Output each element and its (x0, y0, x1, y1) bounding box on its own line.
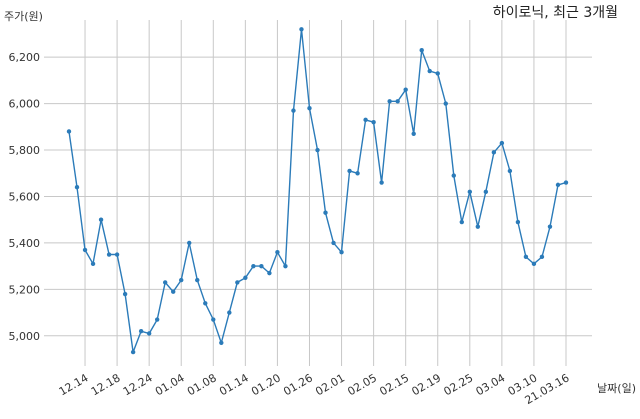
data-point (379, 180, 384, 185)
x-tick-label: 03.04 (474, 371, 508, 398)
x-tick-label: 12.24 (121, 371, 155, 398)
x-tick-label: 01.20 (249, 371, 283, 398)
data-point (82, 247, 88, 253)
x-axis-ticks: 12.1412.1812.2401.0401.0801.1401.2001.26… (57, 371, 572, 407)
data-point (74, 184, 80, 190)
data-point (307, 106, 312, 111)
data-point (90, 261, 96, 267)
data-point (435, 71, 440, 76)
data-point (491, 150, 497, 155)
data-point (427, 68, 432, 74)
y-tick-label: 6,200 (9, 51, 41, 64)
y-axis-label: 주가(원) (4, 10, 43, 23)
x-tick-label: 01.14 (217, 371, 251, 398)
data-point (235, 280, 240, 285)
y-tick-label: 5,800 (9, 144, 41, 157)
data-point (227, 310, 232, 315)
data-point (211, 317, 216, 322)
data-point (146, 331, 152, 336)
data-point (66, 129, 72, 134)
x-tick-label: 01.04 (153, 371, 187, 398)
data-point (363, 117, 368, 123)
data-point (459, 219, 464, 225)
data-point (507, 168, 513, 174)
data-point (563, 180, 569, 185)
data-point (171, 289, 176, 294)
data-point (395, 99, 400, 104)
grid-lines (44, 20, 592, 366)
data-point (403, 87, 408, 92)
data-point (203, 301, 208, 306)
data-point (347, 168, 352, 174)
data-point (130, 349, 136, 355)
data-point (243, 275, 248, 280)
x-tick-label: 02.01 (313, 371, 347, 398)
data-point (331, 240, 336, 246)
data-point (419, 47, 424, 53)
x-tick-label: 02.15 (377, 371, 411, 398)
x-tick-label: 12.14 (57, 371, 91, 398)
data-point (291, 108, 296, 113)
data-point (179, 277, 184, 283)
data-point (275, 250, 280, 255)
data-point (154, 317, 160, 322)
data-point (299, 27, 304, 32)
data-point (475, 224, 481, 229)
data-point (555, 182, 561, 188)
y-tick-label: 5,200 (9, 283, 41, 296)
data-point (411, 131, 416, 136)
data-point (371, 119, 376, 125)
data-point (106, 252, 112, 257)
data-point (323, 210, 328, 215)
data-point (387, 99, 392, 104)
y-tick-label: 5,400 (9, 237, 41, 250)
data-point (98, 217, 104, 222)
data-point (499, 140, 505, 146)
x-tick-label: 02.05 (345, 371, 379, 398)
series-line (68, 29, 567, 353)
series-group (66, 27, 569, 355)
data-point (283, 263, 288, 269)
x-tick-label: 02.19 (409, 371, 443, 398)
x-tick-label: 02.25 (442, 371, 476, 398)
y-tick-label: 6,000 (9, 98, 41, 111)
x-axis-label: 날짜(일) (597, 382, 636, 395)
y-tick-label: 5,600 (9, 190, 41, 203)
data-point (547, 224, 553, 229)
data-point (187, 240, 192, 246)
data-point (483, 189, 489, 195)
data-point (259, 263, 264, 269)
y-axis-ticks: 5,000 5,200 5,400 5,600 5,800 6,000 6,200 (9, 51, 41, 343)
data-point (515, 219, 521, 225)
data-point (531, 261, 537, 267)
chart-title: 하이로닉, 최근 3개월 (492, 5, 618, 21)
y-tick-label: 5,000 (9, 330, 41, 343)
data-point (251, 263, 256, 269)
data-point (315, 147, 320, 153)
data-point (443, 101, 448, 106)
data-point (219, 340, 224, 345)
data-point (451, 173, 456, 178)
x-tick-label: 01.26 (281, 371, 315, 398)
data-point (122, 291, 128, 297)
data-point (114, 252, 120, 257)
x-tick-label: 12.18 (89, 371, 123, 398)
data-point (467, 189, 473, 195)
data-point (355, 171, 360, 176)
data-point (267, 270, 272, 276)
data-point (339, 250, 344, 255)
data-point (539, 254, 545, 260)
data-point (138, 328, 144, 334)
data-point (523, 254, 529, 260)
data-point (162, 280, 168, 285)
x-tick-label: 01.08 (185, 371, 219, 398)
data-point (195, 277, 200, 283)
